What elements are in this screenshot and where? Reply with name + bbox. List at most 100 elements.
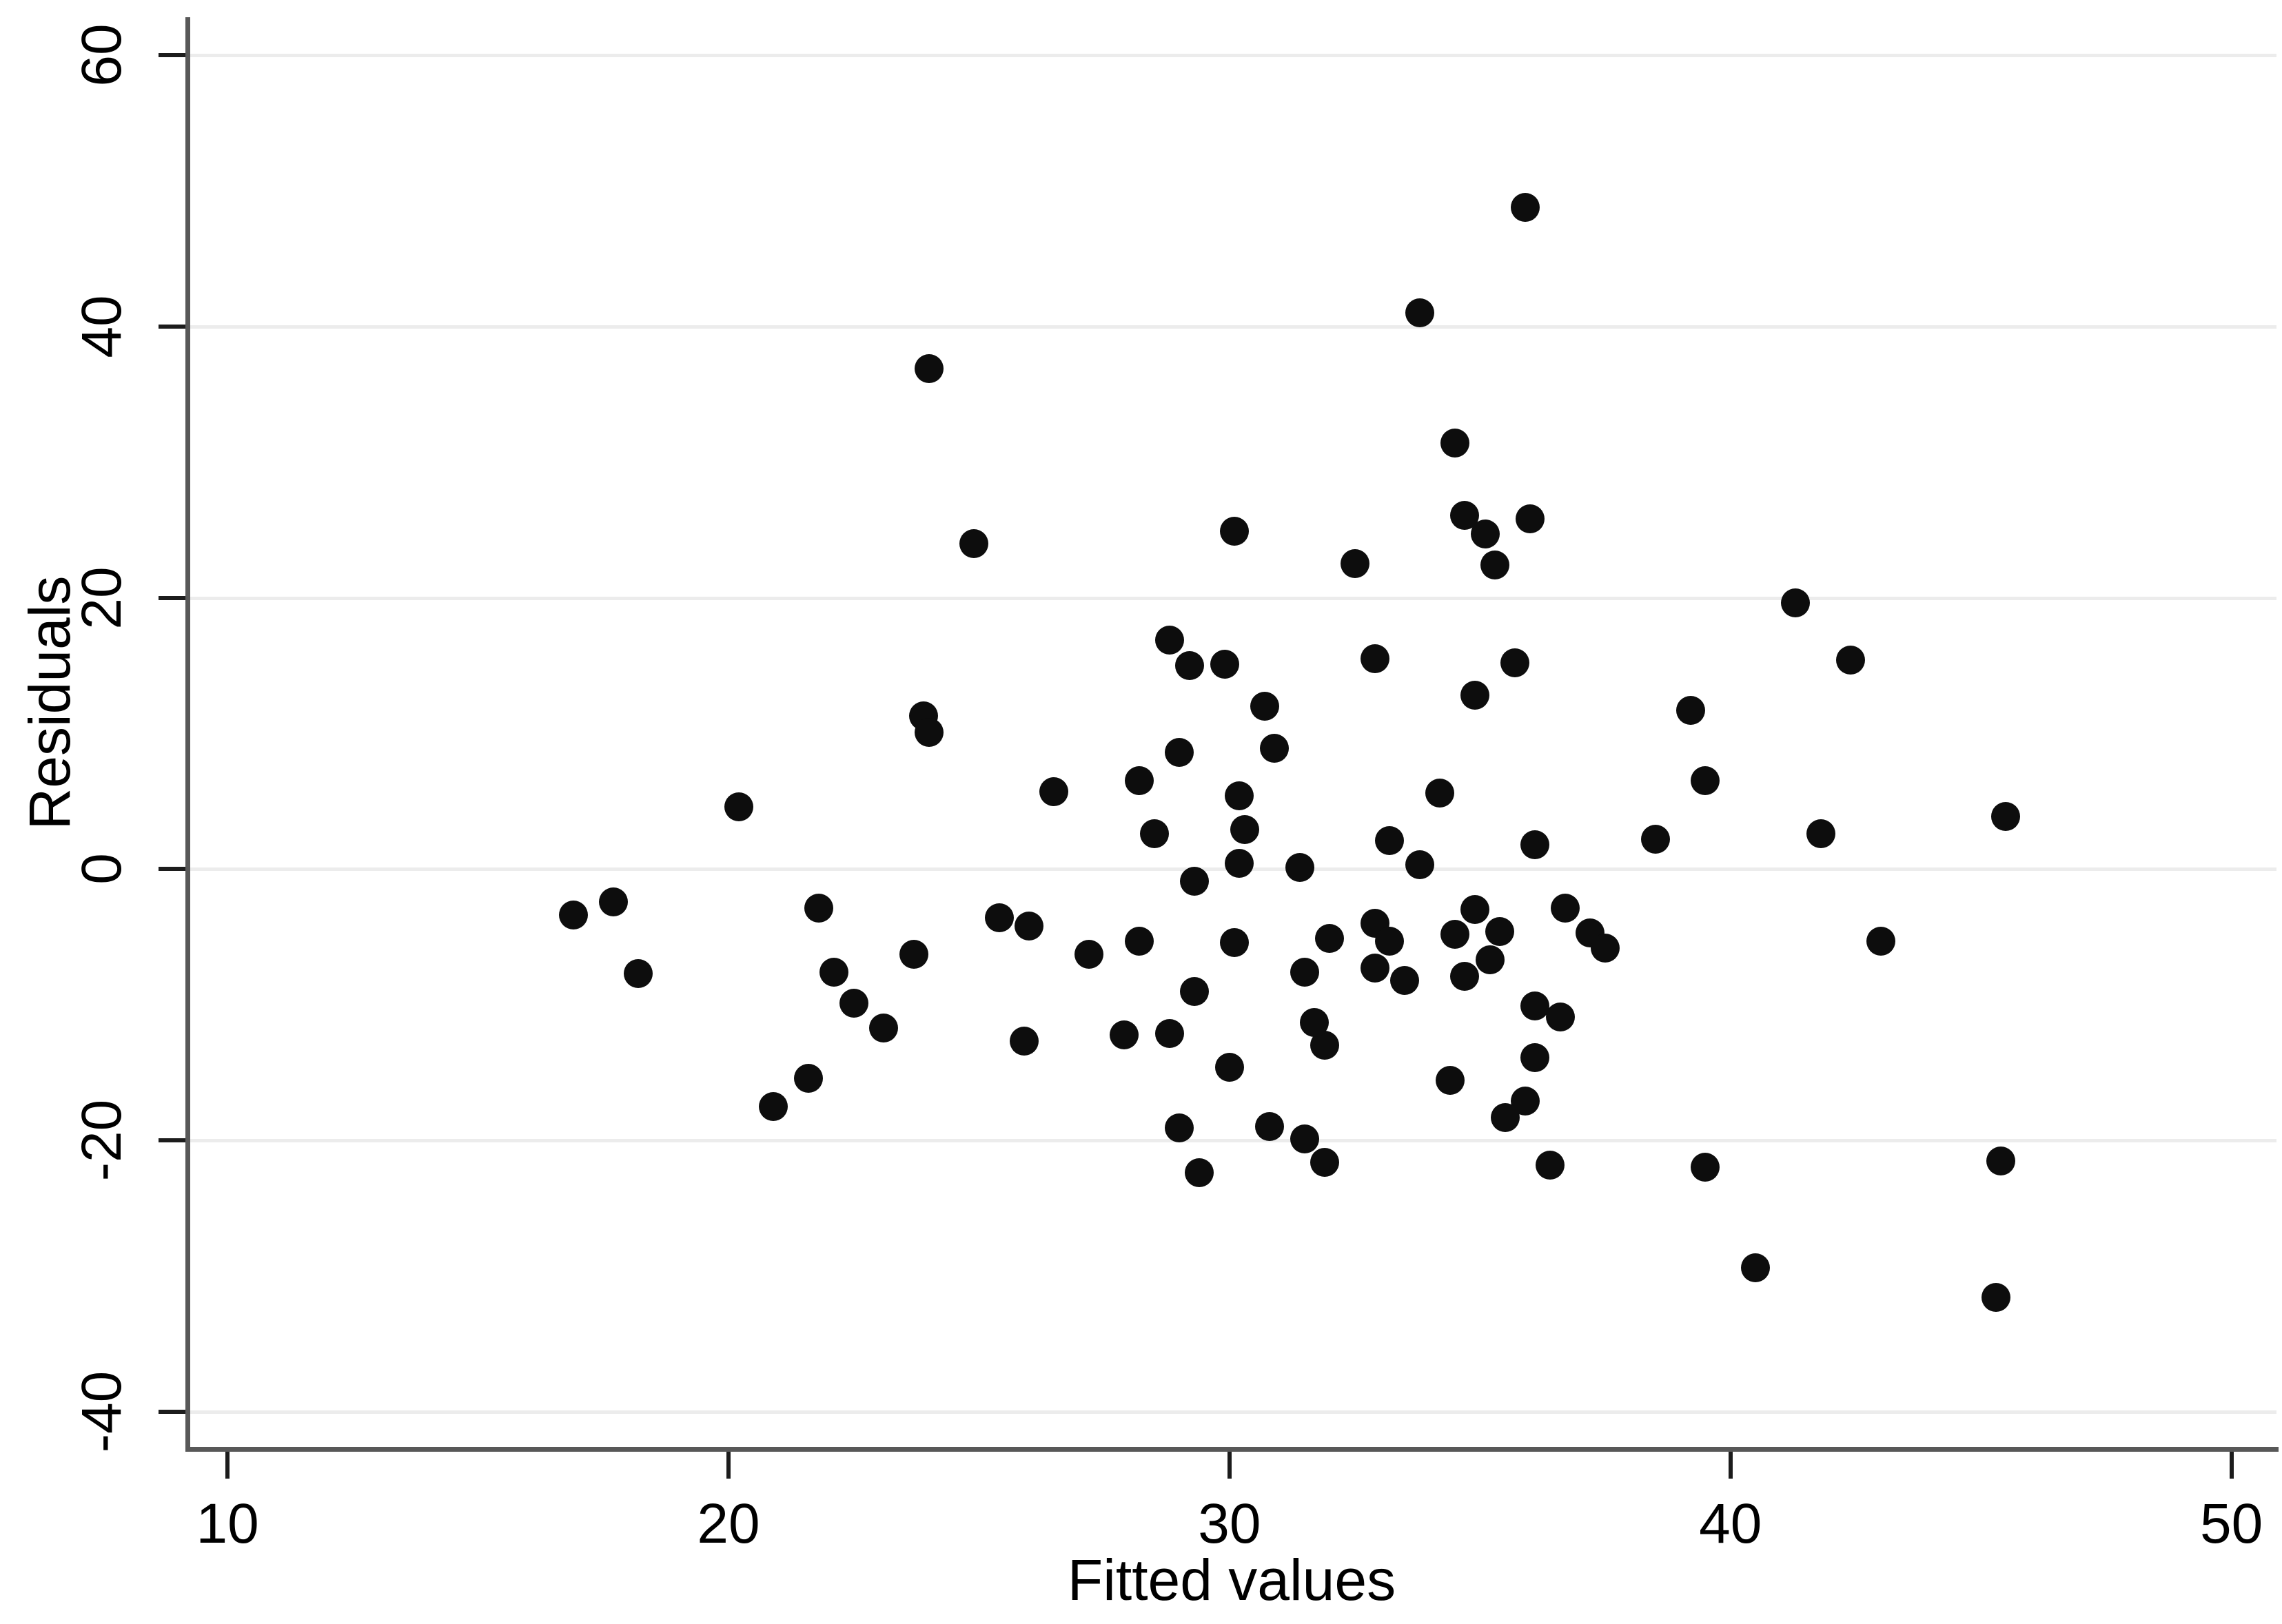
data-point: [1485, 916, 1515, 946]
data-point: [1390, 965, 1420, 995]
y-tick-label: 0: [70, 853, 133, 885]
data-point: [1250, 692, 1279, 721]
x-tick-mark: [726, 1450, 731, 1479]
data-point: [1986, 1146, 2016, 1175]
y-tick-mark: [159, 324, 187, 329]
data-point: [1440, 919, 1469, 949]
y-gridline: [190, 54, 2276, 58]
data-point: [1520, 830, 1550, 859]
data-point: [1210, 650, 1239, 679]
data-point: [1125, 766, 1154, 796]
data-point: [1475, 945, 1505, 975]
data-point: [624, 958, 653, 988]
data-point: [899, 940, 928, 969]
y-tick-mark: [159, 1409, 187, 1414]
data-point: [1360, 954, 1389, 983]
data-point: [869, 1013, 899, 1042]
data-point: [1510, 192, 1540, 222]
y-tick-label: -20: [70, 1099, 133, 1182]
x-tick-mark: [225, 1450, 230, 1479]
data-point: [1490, 1102, 1520, 1132]
x-tick-label: 50: [2199, 1492, 2263, 1555]
x-axis-title: Fitted values: [1067, 1548, 1396, 1612]
data-point: [1315, 923, 1345, 953]
data-point: [984, 903, 1014, 933]
data-point: [1545, 1002, 1575, 1031]
data-point: [1640, 825, 1670, 854]
y-tick-label: 40: [70, 295, 133, 358]
data-point: [804, 894, 833, 923]
data-point: [1179, 867, 1209, 896]
data-point: [1185, 1158, 1214, 1188]
data-point: [1165, 1113, 1194, 1143]
data-point: [1591, 933, 1620, 963]
data-point: [759, 1091, 788, 1121]
x-axis-line: [185, 1447, 2279, 1452]
data-point: [1405, 298, 1435, 328]
x-tick-mark: [1728, 1450, 1733, 1479]
data-point: [1806, 819, 1835, 849]
data-point: [1174, 651, 1204, 681]
data-point: [1015, 912, 1044, 941]
data-point: [1340, 549, 1369, 579]
data-point: [1360, 644, 1389, 674]
data-point: [1300, 1007, 1330, 1037]
y-tick-label: 20: [70, 566, 133, 630]
data-point: [1154, 625, 1184, 655]
data-point: [959, 528, 989, 558]
y-gridline: [190, 325, 2276, 329]
y-tick-mark: [159, 867, 187, 872]
data-point: [1480, 551, 1510, 580]
data-point: [1285, 853, 1314, 883]
data-point: [1220, 517, 1250, 546]
data-point: [1866, 926, 1895, 956]
data-point: [1460, 681, 1490, 710]
data-point: [1450, 961, 1480, 991]
y-axis-line: [185, 17, 190, 1452]
data-point: [1310, 1147, 1339, 1177]
data-point: [819, 957, 848, 987]
data-point: [558, 901, 588, 930]
data-point: [914, 353, 944, 383]
data-point: [1009, 1027, 1039, 1056]
y-tick-label: 60: [70, 23, 133, 87]
x-tick-label: 10: [196, 1492, 259, 1555]
data-point: [1550, 894, 1580, 923]
data-point: [1225, 781, 1254, 811]
data-point: [1741, 1253, 1771, 1283]
data-point: [1425, 779, 1455, 808]
data-point: [1154, 1018, 1184, 1048]
data-point: [1290, 1124, 1319, 1154]
data-point: [598, 887, 628, 916]
data-point: [1500, 648, 1530, 678]
data-point: [914, 717, 944, 747]
data-point: [1230, 815, 1259, 845]
y-tick-label: -40: [70, 1370, 133, 1453]
y-axis-title: Residuals: [17, 575, 82, 830]
y-tick-mark: [159, 595, 187, 600]
data-point: [1675, 696, 1705, 725]
data-point: [1110, 1020, 1139, 1049]
data-point: [794, 1063, 824, 1093]
y-tick-mark: [159, 1138, 187, 1143]
x-tick-label: 40: [1699, 1492, 1762, 1555]
data-point: [1260, 734, 1290, 763]
data-point: [1255, 1112, 1284, 1142]
data-point: [1515, 504, 1545, 534]
y-tick-mark: [159, 53, 187, 58]
data-point: [1225, 849, 1254, 878]
data-point: [1039, 777, 1069, 807]
data-point: [1375, 825, 1405, 855]
y-gridline: [190, 596, 2276, 600]
data-point: [1125, 926, 1154, 956]
data-point: [724, 792, 753, 821]
x-tick-label: 20: [697, 1492, 760, 1555]
y-gridline: [190, 1139, 2276, 1143]
data-point: [1836, 646, 1866, 675]
data-point: [1536, 1150, 1565, 1180]
x-tick-mark: [1227, 1450, 1232, 1479]
data-point: [1139, 819, 1169, 849]
data-point: [1691, 766, 1720, 796]
data-point: [1220, 927, 1250, 957]
